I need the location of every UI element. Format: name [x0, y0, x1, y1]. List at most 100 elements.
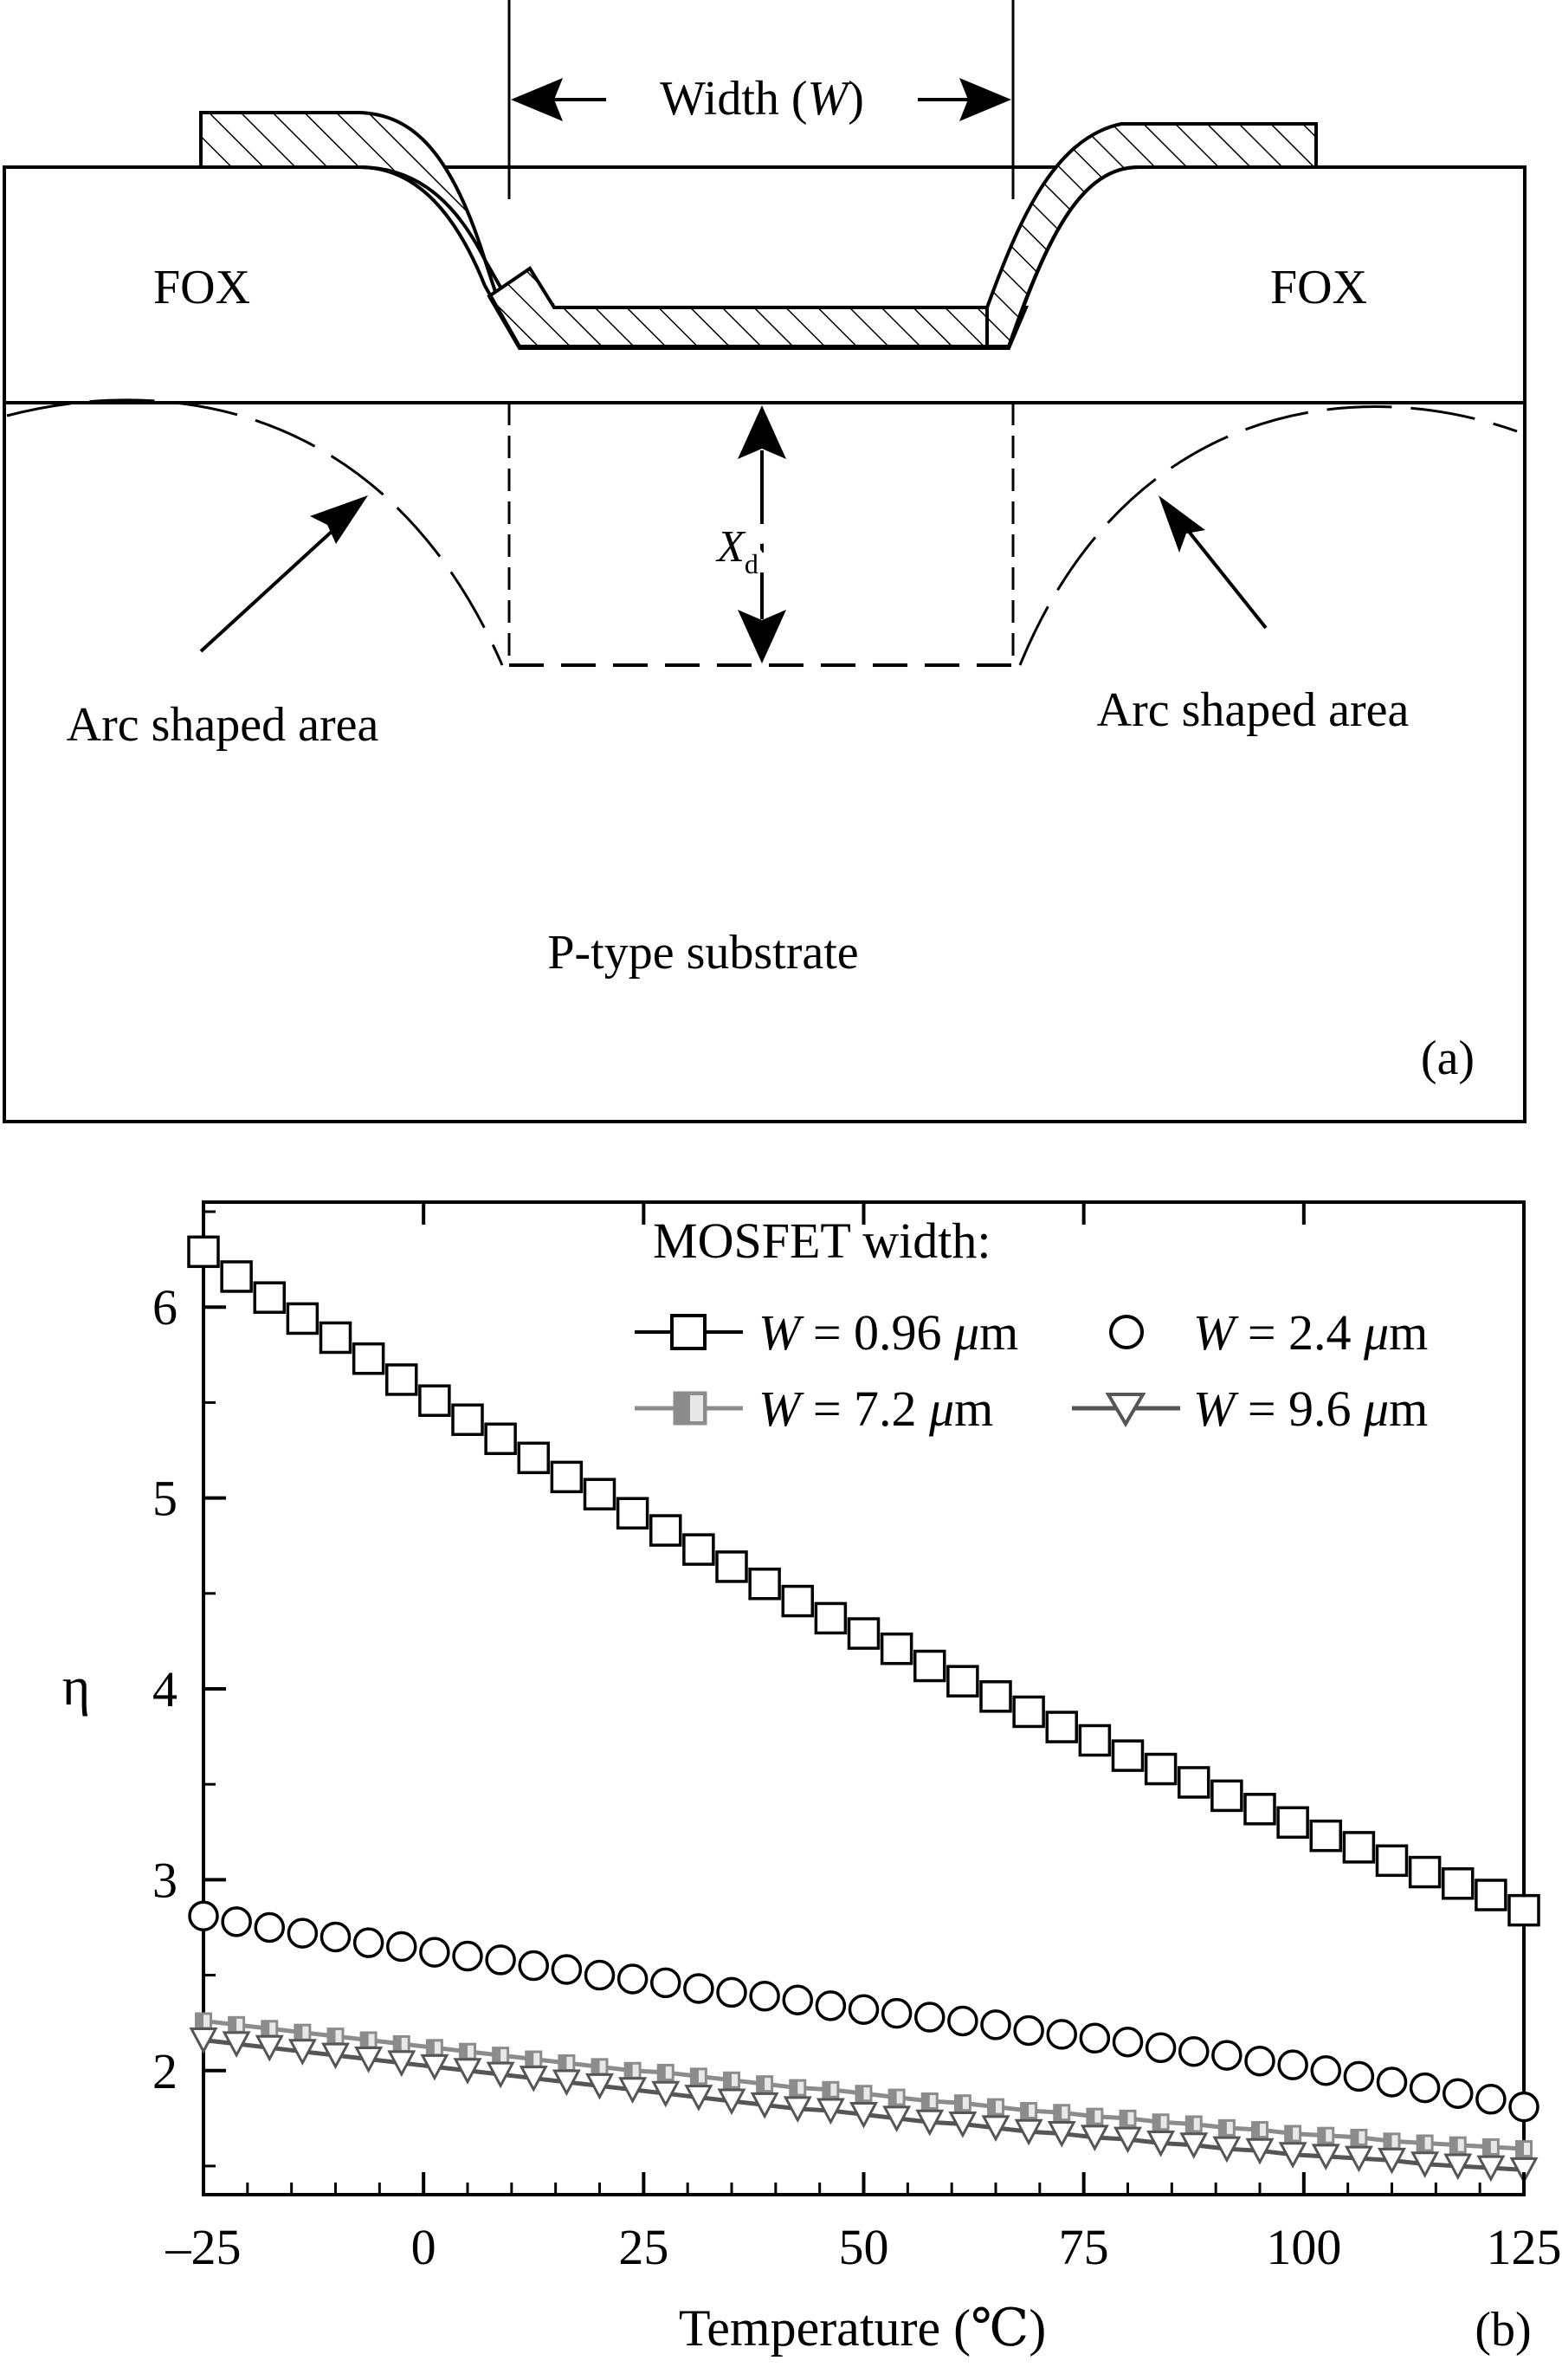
- data-point-triangle: [1047, 2120, 1076, 2148]
- gate-poly-right-stub: [985, 122, 1318, 350]
- data-point-half-square-fill: [1326, 2129, 1333, 2142]
- arc-left-pointer-head: [310, 495, 368, 544]
- data-point-circle: [320, 1921, 352, 1953]
- data-point-half-square-fill: [1260, 2124, 1266, 2137]
- data-point-circle: [1046, 2019, 1077, 2050]
- data-point-triangle: [816, 2098, 845, 2125]
- legend-entry-w72: W = 7.2 μm: [635, 1381, 993, 1437]
- data-point-triangle: [1014, 2118, 1043, 2146]
- data-point-square: [847, 1617, 881, 1650]
- data-point-square: [220, 1260, 253, 1293]
- data-point-half-square-fill: [236, 2018, 243, 2031]
- data-point-triangle: [519, 2066, 548, 2092]
- data-point-triangle: [1146, 2130, 1176, 2157]
- data-point-triangle: [1245, 2137, 1275, 2165]
- data-point-square: [1210, 1779, 1243, 1813]
- xd-arrow-down: [738, 610, 786, 663]
- data-point-triangle: [981, 2115, 1010, 2143]
- data-point-half-square-fill: [996, 2100, 1002, 2113]
- arc-left-label: Arc shaped area: [67, 698, 379, 752]
- data-point-square: [715, 1550, 748, 1583]
- data-point-square: [1342, 1831, 1376, 1864]
- data-point-circle: [749, 1981, 780, 2012]
- data-point-circle: [616, 1963, 649, 1995]
- data-point-square: [1475, 1879, 1507, 1911]
- data-point-half-square-fill: [1160, 2116, 1167, 2129]
- data-point-half-square-fill: [434, 2041, 441, 2054]
- data-point-circle: [584, 1959, 616, 1991]
- data-point-square: [187, 1235, 220, 1269]
- data-point-circle: [452, 1940, 483, 1972]
- data-point-square: [880, 1632, 913, 1665]
- data-point-half-square-fill: [599, 2060, 606, 2073]
- data-point-square: [1375, 1844, 1409, 1878]
- data-point-square: [748, 1568, 781, 1601]
- data-point-triangle: [1410, 2151, 1440, 2178]
- data-point-square: [649, 1514, 682, 1547]
- data-point-triangle: [651, 2080, 681, 2108]
- data-point-circle: [782, 1984, 813, 2015]
- data-point-triangle: [948, 2111, 978, 2138]
- data-point-square: [1408, 1855, 1442, 1889]
- data-point-square: [1442, 1867, 1475, 1900]
- data-point-triangle: [849, 2101, 879, 2129]
- data-point-half-square-fill: [1424, 2137, 1431, 2150]
- data-point-half-square-fill: [896, 2091, 903, 2104]
- data-point-half-square-fill: [1193, 2118, 1200, 2131]
- data-point-half-square-fill: [566, 2056, 573, 2069]
- legend: MOSFET width: W = 0.96 μm W = 2.4 μm W =…: [635, 1213, 1428, 1437]
- data-point-circle: [1443, 2078, 1474, 2109]
- panel-b-tag: (b): [1475, 2303, 1531, 2357]
- data-point-half-square-fill: [500, 2049, 507, 2062]
- data-point-square: [682, 1533, 715, 1566]
- data-point-circle: [1409, 2072, 1441, 2104]
- data-point-triangle: [783, 2096, 812, 2123]
- data-point-circle: [1112, 2026, 1144, 2058]
- legend-title: MOSFET width:: [653, 1213, 991, 1269]
- data-point-half-square-fill: [269, 2022, 276, 2035]
- data-point-half-square-fill: [203, 2015, 210, 2028]
- data-point-square: [484, 1422, 517, 1456]
- gate-poly-channel: [487, 266, 1030, 350]
- legend-label: W = 7.2 μm: [758, 1381, 993, 1437]
- data-point-circle: [1145, 2032, 1177, 2064]
- data-point-circle: [1343, 2060, 1375, 2092]
- data-point-circle: [485, 1944, 516, 1976]
- y-tick-label: 5: [152, 1471, 178, 1527]
- legend-square-marker: [670, 1314, 707, 1350]
- data-point-half-square-fill: [863, 2087, 870, 2100]
- data-point-half-square-fill: [929, 2095, 936, 2108]
- data-point-circle: [914, 2002, 946, 2033]
- data-point-half-square-fill: [335, 2030, 342, 2043]
- width-label: Width (W): [660, 72, 864, 126]
- legend-label: W = 2.4 μm: [1193, 1304, 1428, 1361]
- data-point-circle: [419, 1937, 450, 1968]
- data-point-square: [1276, 1806, 1309, 1839]
- data-point-half-square-fill: [797, 2081, 804, 2094]
- data-point-triangle: [1509, 2157, 1539, 2184]
- x-tick-label: 75: [1059, 2219, 1109, 2275]
- data-point-triangle: [189, 2027, 218, 2054]
- data-point-circle: [980, 2009, 1011, 2040]
- data-point-square: [451, 1403, 484, 1436]
- data-point-half-square-fill: [468, 2045, 474, 2058]
- x-tick-label: 125: [1487, 2219, 1562, 2275]
- data-point-circle: [352, 1927, 384, 1958]
- arc-right-pointer-head: [1159, 495, 1205, 553]
- data-point-half-square-fill: [1226, 2121, 1233, 2134]
- data-point-square: [1078, 1724, 1112, 1757]
- arc-left-pointer: [199, 518, 346, 653]
- data-point-triangle: [552, 2069, 581, 2097]
- series-3: [189, 2027, 1539, 2184]
- y-axis-label: η: [62, 1658, 90, 1717]
- data-point-triangle: [1344, 2145, 1373, 2173]
- data-point-square: [979, 1680, 1012, 1713]
- oxide-surface: [4, 165, 1525, 348]
- data-point-triangle: [453, 2058, 482, 2085]
- y-axis: 2 3 4 5 6: [152, 1210, 226, 2168]
- data-point-square: [1045, 1711, 1078, 1743]
- data-point-square: [583, 1478, 616, 1510]
- arc-left: [6, 398, 504, 666]
- data-point-square: [286, 1302, 320, 1336]
- y-tick-label: 2: [152, 2043, 178, 2099]
